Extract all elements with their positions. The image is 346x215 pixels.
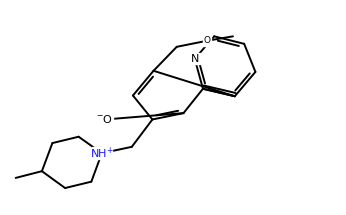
Bar [92,147,112,159]
Text: O: O [203,36,210,45]
Bar [203,35,211,46]
Text: N: N [191,54,199,64]
Bar [97,114,113,125]
Bar [190,53,200,64]
Text: $^{-}$O: $^{-}$O [96,114,113,126]
Text: NH$^{+}$: NH$^{+}$ [90,146,114,161]
